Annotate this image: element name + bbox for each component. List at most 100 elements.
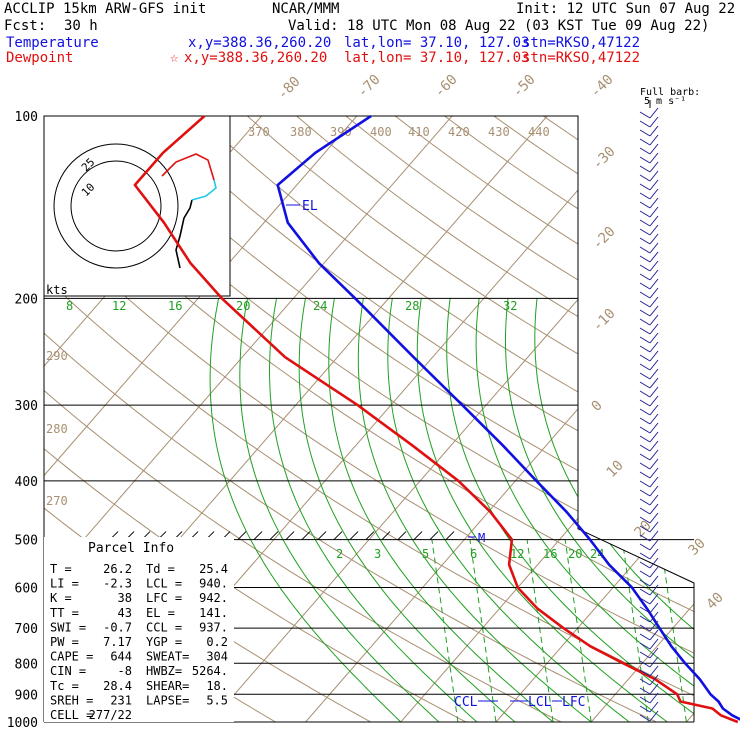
wind-barb-staff	[639, 381, 651, 389]
hatch-mark	[237, 531, 247, 540]
pressure-label: 800	[15, 657, 38, 672]
mixing-ratio-label: 24	[590, 547, 604, 561]
isotherm-label: 40	[704, 590, 727, 613]
moist-adiabat-line	[505, 298, 694, 722]
moist-adiabat-label: 16	[168, 299, 182, 313]
temperature-profile-line	[276, 114, 740, 721]
wind-barb-flag	[649, 575, 659, 587]
wind-barb-staff	[639, 264, 651, 272]
wind-barb-flag	[649, 467, 659, 479]
wind-barb-staff	[639, 354, 651, 362]
wind-barb-staff	[639, 345, 651, 353]
temperature-legend-label: Temperature	[6, 35, 99, 51]
hatch-mark	[397, 531, 407, 540]
parcel-info-key: SWEAT=	[146, 650, 189, 664]
pressure-label: 400	[15, 475, 38, 490]
parcel-info-key: T =	[50, 562, 72, 576]
wind-barb-flag	[649, 548, 659, 560]
moist-adiabat-label: 28	[405, 299, 419, 313]
mixing-ratio-line	[431, 539, 459, 722]
wind-barb-flag	[649, 395, 659, 407]
temperature-xy: x,y=388.36,260.20	[188, 35, 332, 51]
pressure-label: 1000	[7, 716, 38, 731]
dry-adiabat-line	[44, 116, 694, 722]
hodograph-trace-mid	[191, 179, 217, 201]
hatch-mark	[317, 531, 327, 540]
wind-barb-flag	[649, 620, 659, 632]
parcel-info-key: CAPE =	[50, 650, 93, 664]
wind-barb-flag	[649, 674, 659, 686]
wind-barb-staff	[639, 669, 651, 677]
wind-barb-staff	[639, 201, 651, 209]
theta-label: 270	[46, 494, 68, 508]
wind-barb-staff	[639, 300, 651, 308]
wind-barb-staff	[639, 687, 651, 695]
hatch-mark	[333, 531, 343, 540]
mixing-ratio-line	[526, 539, 554, 722]
wind-barb-staff	[639, 597, 651, 605]
wind-barb-flag	[649, 476, 659, 488]
wind-barb-staff	[639, 147, 651, 155]
dewpoint-latlon: lat,lon= 37.10, 127.03	[344, 50, 530, 66]
wind-barb-flag	[649, 710, 659, 722]
mixing-ratio-label: 16	[543, 547, 557, 561]
wind-barb-flag	[649, 161, 659, 173]
wind-barb-flag	[649, 350, 659, 362]
isotherm-line	[400, 116, 694, 722]
wind-barb-flag	[649, 323, 659, 335]
wind-barb-flag	[649, 125, 659, 137]
parcel-info-key: K =	[50, 591, 72, 605]
center-label: NCAR/MMM	[272, 1, 340, 17]
temperature-stn: stn=RKSO,47122	[522, 35, 641, 51]
wind-barb-staff	[639, 291, 651, 299]
wind-barb-staff	[639, 678, 651, 686]
pressure-label: 500	[15, 534, 38, 549]
parcel-info-key: Tc =	[50, 679, 79, 693]
wind-barb-flag	[649, 377, 659, 389]
hatch-mark	[445, 531, 455, 540]
wind-barb-flag	[649, 386, 659, 398]
mixing-ratio-label: 2	[336, 547, 343, 561]
parcel-info-value: 43	[118, 606, 132, 620]
barb-legend-value: 5 m s⁻¹	[644, 96, 686, 107]
wind-barb-flag	[649, 332, 659, 344]
wind-barb-staff	[639, 615, 651, 623]
parcel-info-value: 18.	[206, 679, 228, 693]
wind-barb-flag	[649, 260, 659, 272]
hatch-mark	[429, 531, 439, 540]
wind-barb-flag	[649, 593, 659, 605]
wind-barb-flag	[649, 638, 659, 650]
parcel-info-key: Td =	[146, 562, 175, 576]
isotherm-label: -50	[510, 72, 539, 101]
wind-barb-flag	[649, 224, 659, 236]
isotherm-line	[44, 116, 453, 722]
parcel-info-key: LFC =	[146, 591, 182, 605]
parcel-info-value: 644	[110, 650, 132, 664]
parcel-info-value: 5264.	[192, 664, 228, 678]
wind-barb-flag	[649, 251, 659, 263]
theta-label: 440	[528, 125, 550, 139]
init-time: Init: 12 UTC Sun 07 Aug 22	[516, 1, 736, 17]
wind-barb-staff	[639, 633, 651, 641]
hatch-mark	[413, 531, 423, 540]
lfc-marker-label: LFC	[562, 695, 585, 710]
wind-barb-staff	[639, 273, 651, 281]
hatch-mark	[285, 531, 295, 540]
wind-barb-flag	[649, 611, 659, 623]
dry-adiabat-line	[444, 116, 694, 722]
wind-barb-flag	[649, 341, 659, 353]
wind-barb-staff	[639, 714, 651, 722]
parcel-info-key: TT =	[50, 606, 79, 620]
wind-barb-flag	[649, 665, 659, 677]
moist-adiabat-line	[328, 298, 570, 722]
isotherm-line	[305, 116, 694, 722]
wind-barb-staff	[639, 390, 651, 398]
dewpoint-star-icon: ☆	[170, 50, 179, 66]
wind-barb-flag	[649, 170, 659, 182]
wind-barb-staff	[639, 318, 651, 326]
wind-barb-flag	[649, 584, 659, 596]
wind-barb-staff	[639, 399, 651, 407]
parcel-info-value: -2.3	[103, 577, 132, 591]
wind-barb-staff	[639, 228, 651, 236]
